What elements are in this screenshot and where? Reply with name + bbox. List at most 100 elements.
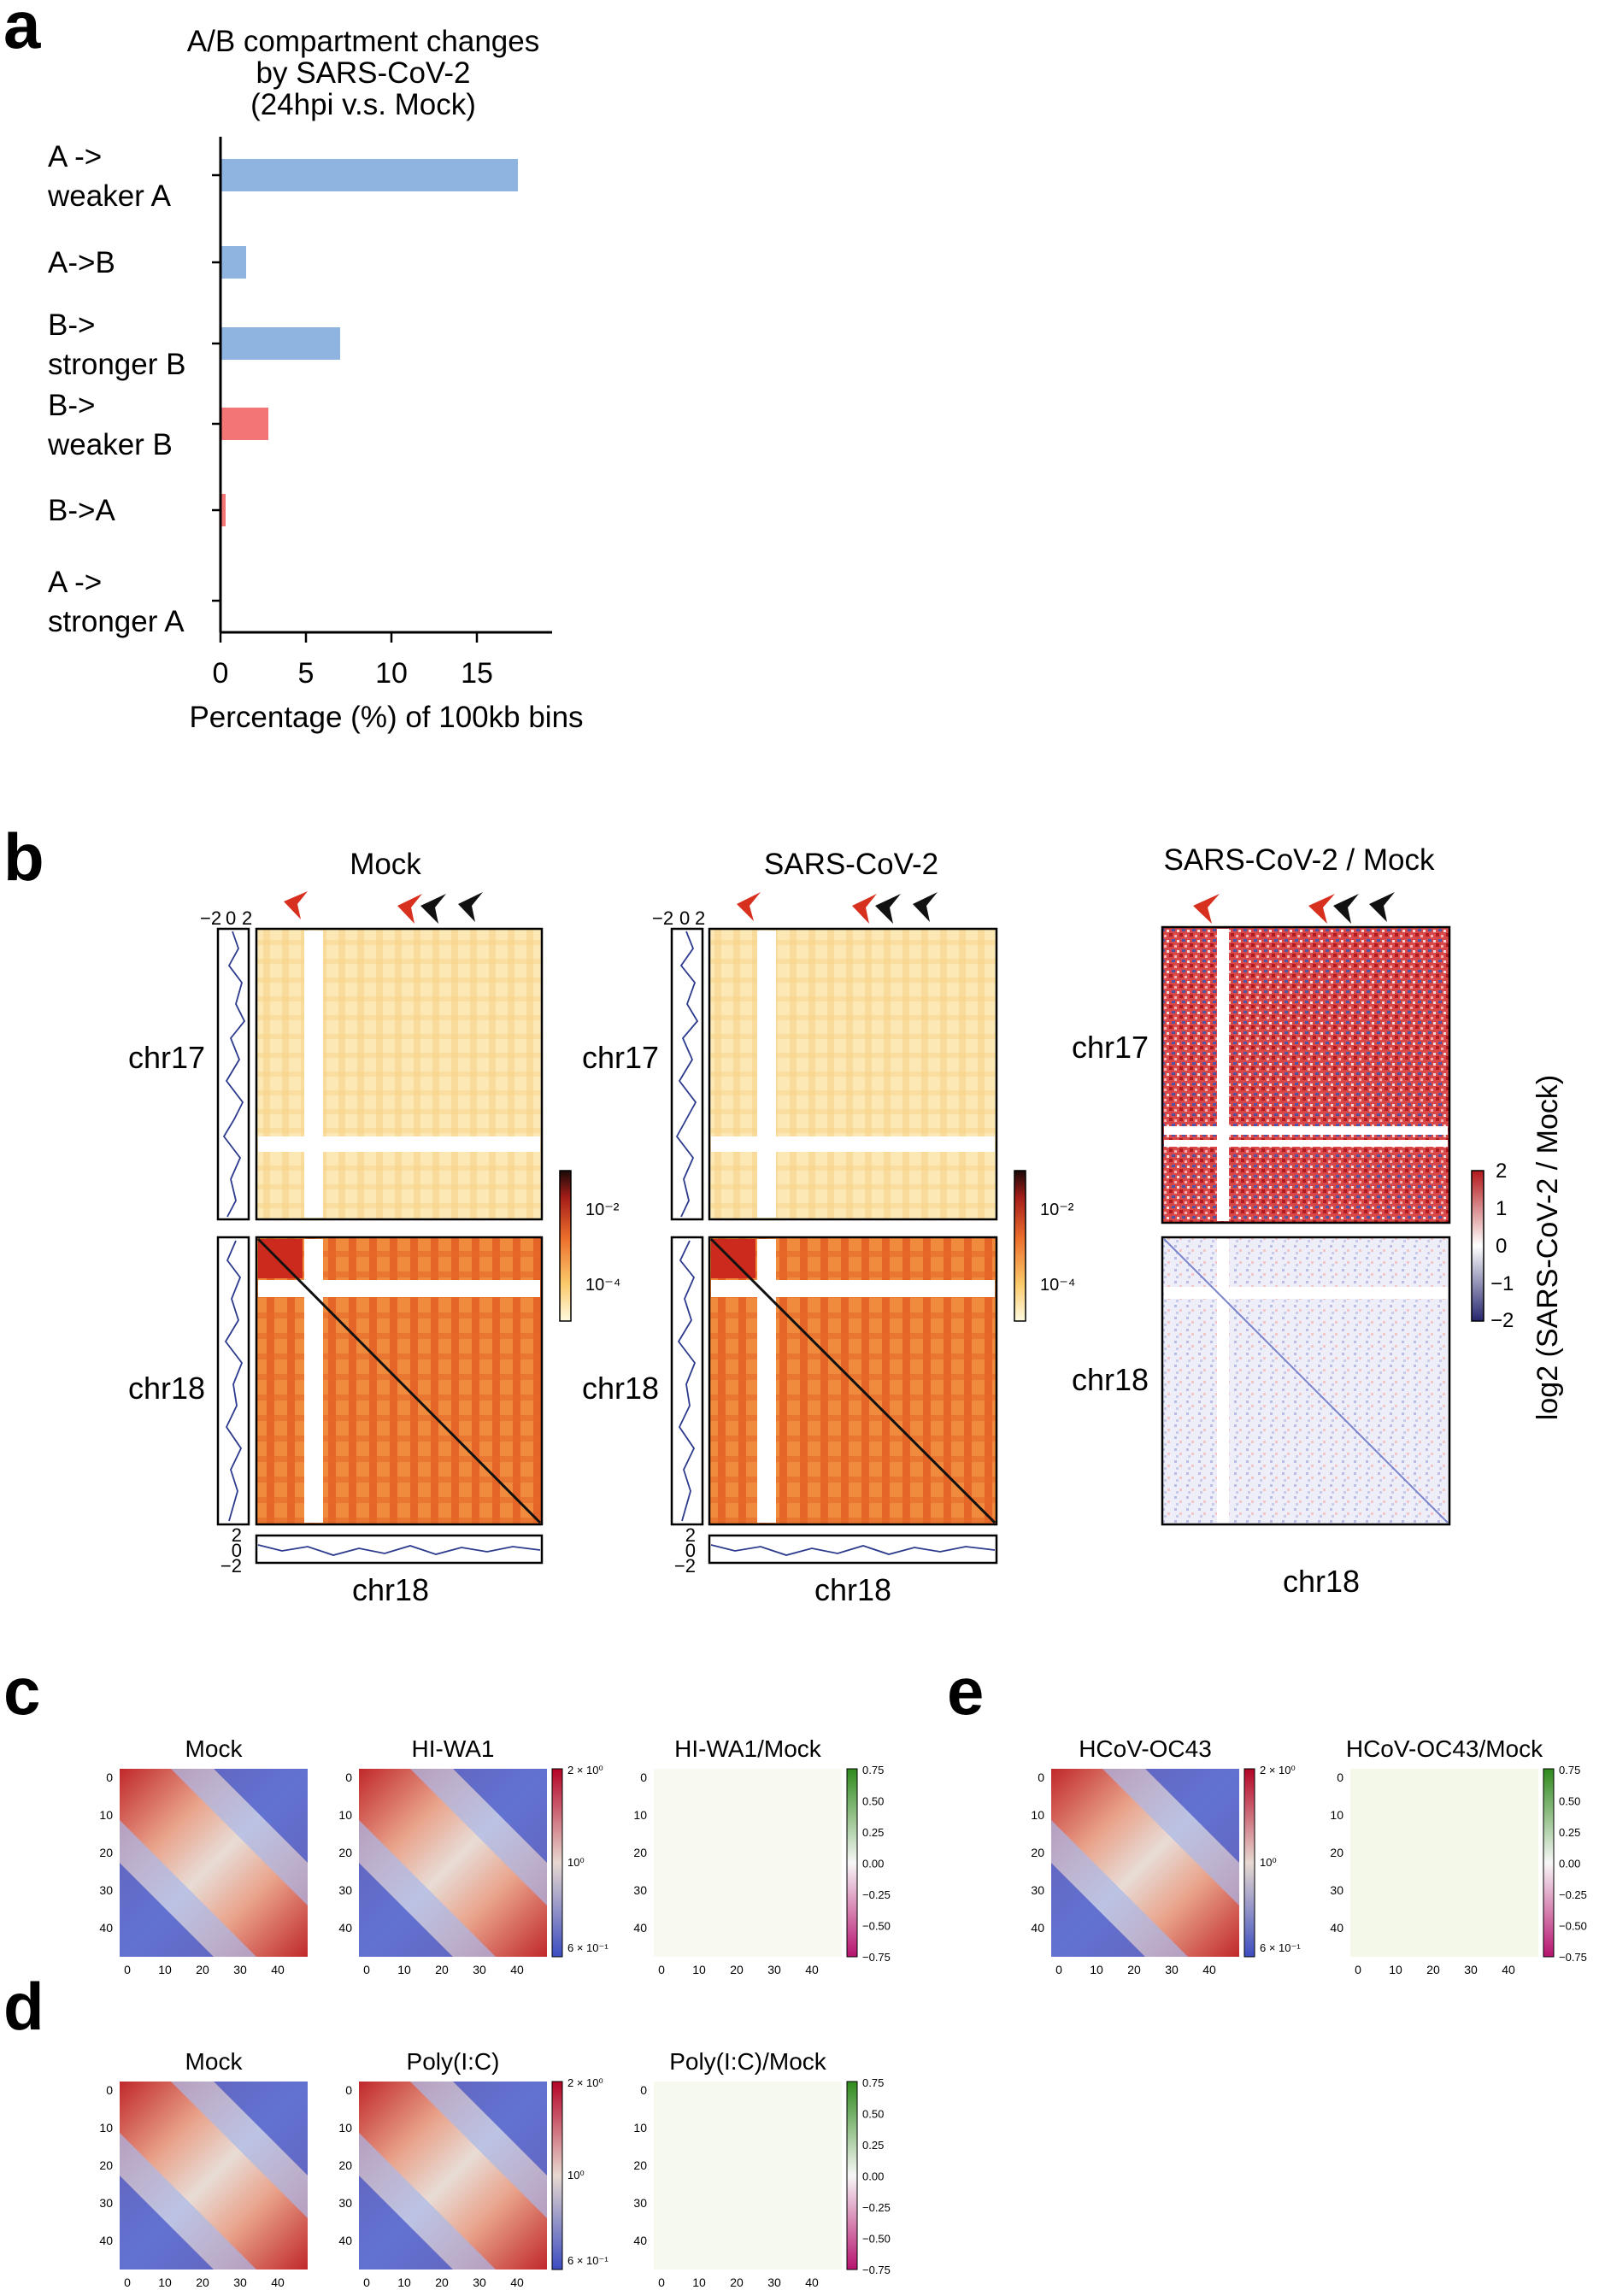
trace bbox=[710, 1544, 996, 1556]
colorbar-tick: 2 × 10⁰ bbox=[1260, 1764, 1296, 1776]
saddle-transition bbox=[1051, 1820, 1188, 1957]
title-mock: Mock bbox=[350, 848, 421, 881]
saddle-title: Poly(I:C) bbox=[407, 2048, 500, 2075]
arrows-sars bbox=[737, 892, 938, 924]
panel-letter-c: c bbox=[3, 1653, 40, 1729]
saddle-title: Mock bbox=[185, 1735, 244, 1762]
trace bbox=[675, 931, 699, 1218]
saddle-transition bbox=[120, 2133, 256, 2270]
tick: 0 bbox=[226, 907, 236, 929]
axis-tick: 40 bbox=[271, 1963, 285, 1976]
chr18-bottom-label-ratio: chr18 bbox=[1283, 1564, 1360, 1599]
axis-tick: 0 bbox=[658, 2275, 665, 2289]
ratio-heatmap bbox=[654, 1769, 842, 1957]
category-label: A -> bbox=[48, 566, 102, 599]
axis-tick: 10 bbox=[397, 2275, 411, 2289]
trace bbox=[257, 1544, 541, 1556]
tick: 1 bbox=[1496, 1197, 1507, 1220]
axis-tick: 0 bbox=[1038, 1770, 1044, 1784]
axis-tick: 40 bbox=[633, 1921, 647, 1935]
bar bbox=[220, 494, 226, 526]
axis-tick: 0 bbox=[1055, 1963, 1062, 1976]
colorbar-tick: 2 × 10⁰ bbox=[567, 1764, 603, 1776]
red-arrow bbox=[1193, 894, 1220, 924]
row-label-chr17: chr17 bbox=[582, 1040, 659, 1075]
colorbar-tick: 10⁻² bbox=[1040, 1201, 1074, 1219]
ratio-heatmap bbox=[654, 2082, 842, 2270]
bar-layer bbox=[212, 159, 518, 602]
category-label: stronger A bbox=[48, 605, 185, 638]
colorbar-tick: 10⁻⁴ bbox=[1040, 1276, 1075, 1295]
axis-tick: 30 bbox=[1330, 1883, 1343, 1897]
ratio-title: Poly(I:C)/Mock bbox=[669, 2048, 827, 2075]
ratio-colorbar-label: log2 (SARS-CoV-2 / Mock) bbox=[1532, 1075, 1564, 1420]
tick: −2 bbox=[1490, 1309, 1514, 1332]
gap bbox=[1217, 929, 1229, 1221]
gap bbox=[258, 1280, 540, 1297]
colorbar-tick: 0.25 bbox=[862, 2139, 884, 2152]
black-arrow bbox=[875, 894, 901, 924]
black-arrow bbox=[420, 894, 446, 924]
tick: 0 bbox=[685, 1540, 696, 1561]
panel-letter-e: e bbox=[947, 1653, 984, 1729]
axis-tick: 20 bbox=[730, 2275, 744, 2289]
heatmap-ratio-chr17 bbox=[1161, 925, 1451, 1224]
axis-tick: 10 bbox=[633, 2121, 647, 2135]
ratio-colorbar bbox=[846, 2081, 858, 2270]
axis-tick: 10 bbox=[692, 1963, 706, 1976]
row-label-chr17: chr17 bbox=[1072, 1030, 1149, 1065]
tick: −2 bbox=[652, 907, 673, 929]
axis-tick: 40 bbox=[805, 2275, 819, 2289]
track-ticks-sars: −2 0 2 bbox=[652, 907, 705, 929]
category-label: B-> bbox=[48, 389, 95, 422]
bar bbox=[220, 159, 518, 191]
x-axis-label: Percentage (%) of 100kb bins bbox=[189, 701, 583, 734]
category-label: A -> bbox=[48, 140, 102, 173]
colorbar-tick: −0.75 bbox=[862, 1951, 891, 1964]
axis-tick: 30 bbox=[473, 2275, 486, 2289]
axis-tick: 30 bbox=[233, 2275, 247, 2289]
red-arrow bbox=[852, 894, 877, 924]
axis-tick: 30 bbox=[233, 1963, 247, 1976]
axis-tick: 20 bbox=[633, 2158, 647, 2172]
colorbar-tick: −0.50 bbox=[862, 2233, 891, 2246]
axis-tick: 10 bbox=[1090, 1963, 1103, 1976]
track-ticks-mock: −2 0 2 bbox=[200, 907, 252, 929]
tick: 0 bbox=[679, 907, 690, 929]
axis-tick: 0 bbox=[124, 1963, 131, 1976]
x-tick-layer: 0 5 10 15 bbox=[213, 632, 493, 690]
track-bottom-mock bbox=[255, 1534, 544, 1565]
bar bbox=[220, 246, 246, 279]
saddle-transition bbox=[359, 2133, 496, 2270]
panel-letter-b: b bbox=[3, 819, 44, 895]
colorbar-sars bbox=[1014, 1170, 1026, 1322]
saddle-plots: Mock 0 0 10 10 20 20 30 30 40 40 HI-WA1 0 0 10 10 20 20 30… bbox=[99, 1735, 1586, 2289]
axis-tick: 20 bbox=[99, 2158, 113, 2172]
tick: 2 bbox=[695, 907, 705, 929]
trace bbox=[677, 1240, 697, 1522]
axis-tick: 0 bbox=[640, 1770, 647, 1784]
colorbar-tick: 10⁰ bbox=[567, 2169, 585, 2181]
tick: −2 bbox=[220, 1555, 242, 1577]
colorbar-tick: −0.75 bbox=[1559, 1951, 1587, 1964]
axis-tick: 40 bbox=[338, 1921, 352, 1935]
axis-tick: 20 bbox=[435, 2275, 449, 2289]
track-chr18-mock bbox=[216, 1236, 250, 1526]
axis-tick: 30 bbox=[1464, 1963, 1478, 1976]
x-tick-label: 10 bbox=[375, 657, 408, 690]
colorbar-ratio bbox=[1471, 1170, 1484, 1322]
ratio-colorbar-ticks: 2 1 0 −1 −2 bbox=[1490, 1160, 1514, 1332]
axis-tick: 0 bbox=[363, 2275, 370, 2289]
axis-tick: 20 bbox=[435, 1963, 449, 1976]
red-arrow bbox=[284, 891, 308, 919]
x-tick-label: 5 bbox=[298, 657, 315, 690]
saddle-transition bbox=[359, 1820, 496, 1957]
track-chr17-mock bbox=[216, 927, 250, 1221]
saddle-transition bbox=[120, 1820, 256, 1957]
axis-tick: 10 bbox=[99, 1808, 113, 1822]
tick: −2 bbox=[674, 1555, 696, 1577]
colorbar-tick: 10⁰ bbox=[567, 1856, 585, 1869]
gap bbox=[711, 1280, 995, 1297]
saddle-title: Mock bbox=[185, 2048, 244, 2075]
